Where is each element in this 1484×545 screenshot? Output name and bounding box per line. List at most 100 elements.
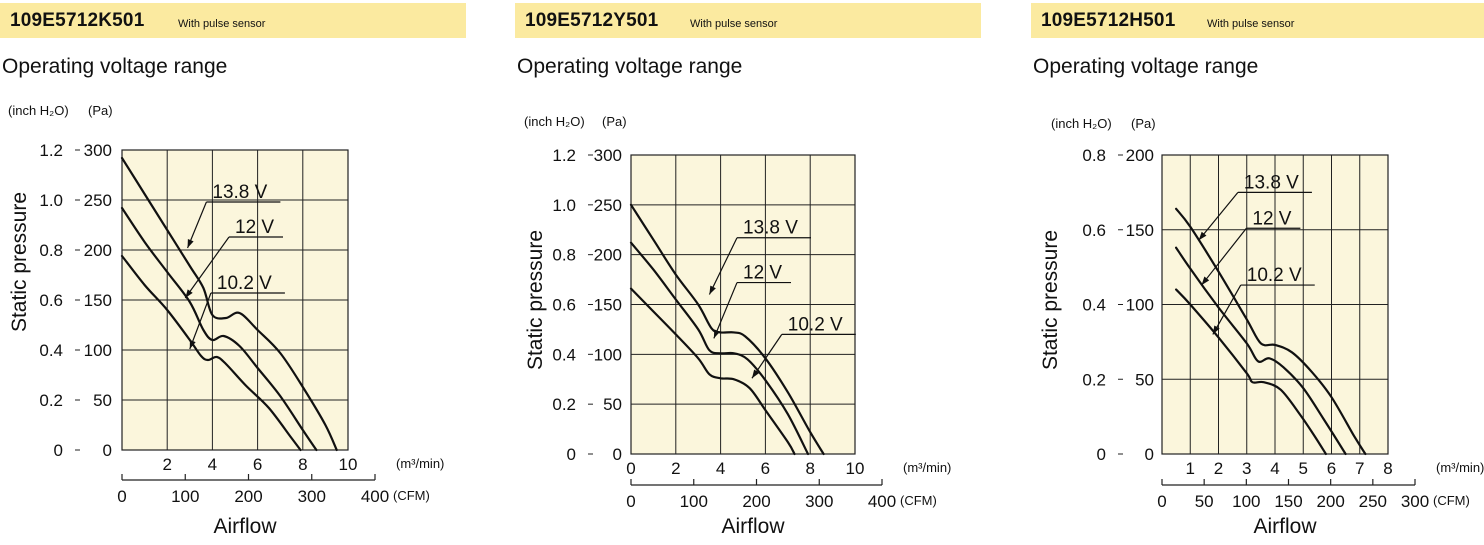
y-tick-label-pa: 100: [594, 345, 622, 364]
label-arrowhead: [1198, 231, 1207, 241]
series-line-13-8-v: [629, 203, 825, 456]
sensor-note: With pulse sensor: [178, 18, 266, 30]
x-tick-label: 10: [339, 455, 358, 474]
cfm-tick-label: 400: [868, 492, 896, 511]
y-tick-label-inch: 0.6: [1082, 221, 1106, 240]
series-label: 10.2 V: [788, 314, 843, 335]
y-tick-label-inch: 1.0: [552, 196, 576, 215]
label-arrowhead: [713, 329, 720, 339]
y-tick-label-inch: 0.4: [39, 341, 63, 360]
x-tick-label: 5: [1299, 459, 1308, 478]
y-tick-label-inch: 0.2: [552, 395, 576, 414]
x-unit-m3min: (m³/min): [1436, 460, 1484, 475]
y-tick-label-inch: 1.0: [39, 191, 63, 210]
y-axis-title: Static pressure: [524, 230, 547, 370]
x-tick-label: 6: [761, 459, 770, 478]
y-tick-label-pa: 100: [1126, 296, 1154, 315]
y-unit-pa: (Pa): [88, 103, 113, 118]
cfm-tick-label: 100: [171, 487, 199, 506]
y-tick-label-pa: 0: [1145, 445, 1154, 464]
series-label: 10.2 V: [1247, 265, 1302, 286]
model-header: 109E5712H501 With pulse sensor: [1031, 3, 1484, 38]
series-line-12-v: [629, 241, 810, 456]
model-number: 109E5712Y501: [525, 10, 659, 31]
x-unit-cfm: (CFM): [1433, 493, 1470, 508]
series-label: 13.8 V: [212, 182, 267, 203]
label-leader: [184, 236, 230, 299]
y-tick-label-pa: 50: [93, 391, 112, 410]
label-leader: [1212, 284, 1242, 335]
x-axis-title: Airflow: [213, 515, 277, 538]
series-label: 10.2 V: [217, 273, 272, 294]
x-tick-label: 6: [253, 455, 262, 474]
y-tick-label-inch: 1.2: [39, 141, 63, 160]
x-unit-cfm: (CFM): [393, 488, 430, 503]
plot-frame: [121, 149, 349, 451]
series-line-13-8-v: [1175, 207, 1367, 456]
model-number: 109E5712K501: [10, 10, 145, 31]
cfm-tick-label: 300: [298, 487, 326, 506]
model-header: 109E5712K501 With pulse sensor: [0, 3, 466, 38]
label-arrowhead: [751, 369, 760, 379]
y-tick-label-pa: 150: [84, 291, 112, 310]
x-tick-label: 8: [1383, 459, 1392, 478]
y-tick-label-inch: 0.4: [552, 345, 576, 364]
y-tick-label-inch: 1.2: [552, 146, 576, 165]
chart-subtitle: Operating voltage range: [517, 55, 743, 78]
y-tick-label-pa: 0: [613, 445, 622, 464]
cfm-tick-label: 150: [1274, 492, 1302, 511]
series-line-10-2-v: [120, 254, 302, 452]
y-tick-label-inch: 0.6: [552, 296, 576, 315]
y-unit-pa: (Pa): [1131, 116, 1156, 131]
series-line-13-8-v: [120, 156, 338, 452]
x-axis-title: Airflow: [1253, 515, 1317, 538]
y-tick-label-pa: 300: [84, 141, 112, 160]
x-unit-m3min: (m³/min): [396, 456, 444, 471]
x-tick-label: 8: [298, 455, 307, 474]
y-tick-label-pa: 200: [1126, 146, 1154, 165]
series-label: 12 V: [1252, 208, 1291, 229]
label-leader: [1198, 191, 1239, 241]
x-tick-label: 2: [1214, 459, 1223, 478]
y-unit-inch: (inch H₂O): [8, 103, 69, 118]
cfm-tick-label: 0: [1157, 492, 1166, 511]
series-line-10-2-v: [1175, 288, 1327, 456]
x-tick-label: 4: [716, 459, 725, 478]
x-axis-title: Airflow: [721, 515, 785, 538]
y-tick-label-pa: 250: [84, 191, 112, 210]
cfm-tick-label: 0: [117, 487, 126, 506]
cfm-tick-label: 200: [234, 487, 262, 506]
cfm-tick-label: 100: [680, 492, 708, 511]
label-leader: [708, 237, 738, 295]
model-number: 109E5712H501: [1041, 10, 1176, 31]
y-unit-inch: (inch H₂O): [524, 114, 585, 129]
y-tick-label-inch: 0.8: [1082, 146, 1106, 165]
y-tick-label-pa: 300: [594, 146, 622, 165]
y-tick-label-pa: 250: [594, 196, 622, 215]
y-axis-title: Static pressure: [1039, 230, 1062, 370]
pq-chart: 00500.21000.41500.62000.82501.03001.2(in…: [524, 114, 951, 538]
x-tick-label: 4: [1270, 459, 1279, 478]
cfm-tick-label: 200: [742, 492, 770, 511]
x-tick-label: 3: [1242, 459, 1251, 478]
chart-subtitle: Operating voltage range: [2, 55, 228, 78]
label-arrowhead: [1201, 276, 1210, 286]
sensor-note: With pulse sensor: [690, 18, 778, 30]
x-tick-label: 10: [846, 459, 865, 478]
y-tick-label-inch: 0.6: [39, 291, 63, 310]
y-tick-label-inch: 0: [54, 441, 63, 460]
x-tick-label: 8: [805, 459, 814, 478]
series-label: 13.8 V: [1244, 172, 1299, 193]
y-tick-label-inch: 0.4: [1082, 296, 1106, 315]
label-arrowhead: [189, 340, 196, 349]
y-unit-pa: (Pa): [602, 114, 627, 129]
chart-panel-3: 109E5712H501 With pulse sensor Operating…: [1031, 0, 1484, 545]
label-leader: [713, 282, 738, 339]
x-tick-label: 2: [162, 455, 171, 474]
series-label: 13.8 V: [743, 218, 798, 239]
x-tick-label: 4: [208, 455, 217, 474]
chart-panel-2: 109E5712Y501 With pulse sensor Operating…: [515, 0, 985, 545]
y-tick-label-pa: 150: [594, 296, 622, 315]
x-unit-cfm: (CFM): [900, 493, 937, 508]
